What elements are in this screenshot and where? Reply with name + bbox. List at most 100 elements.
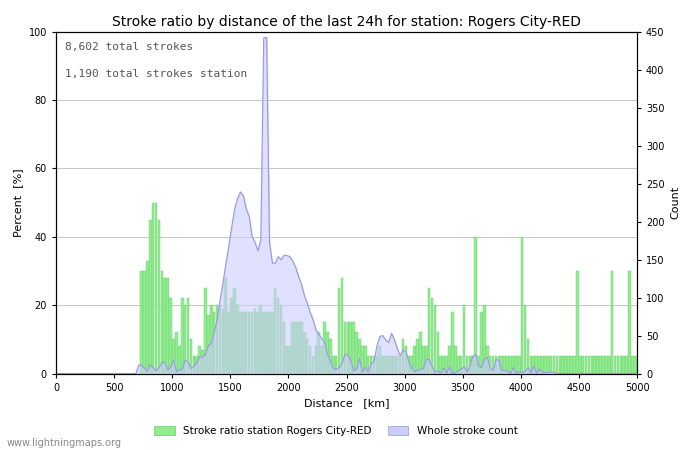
Bar (382, 356, 384, 374)
Bar (216, 305, 218, 374)
Bar (262, 312, 265, 374)
Bar (594, 356, 596, 374)
Bar (167, 278, 169, 373)
Bar (538, 356, 541, 374)
Bar (274, 288, 276, 374)
Bar (419, 333, 421, 374)
Bar (475, 237, 477, 374)
Bar (445, 356, 448, 374)
Bar (283, 322, 285, 374)
Bar (169, 298, 172, 374)
Bar (576, 271, 579, 374)
Bar (526, 339, 529, 374)
Text: www.lightningmaps.org: www.lightningmaps.org (7, 438, 122, 448)
Bar (144, 271, 146, 374)
Bar (228, 312, 230, 374)
Bar (372, 356, 375, 374)
Text: 1,190 total strokes station: 1,190 total strokes station (64, 69, 247, 79)
Bar (326, 333, 329, 374)
Bar (498, 356, 500, 374)
Bar (318, 333, 320, 374)
Bar (584, 356, 587, 374)
Bar (582, 356, 584, 374)
Bar (193, 356, 195, 374)
Bar (280, 305, 282, 374)
Bar (204, 288, 206, 374)
Bar (370, 356, 372, 374)
Bar (190, 339, 193, 374)
Bar (242, 312, 244, 374)
Bar (195, 356, 198, 374)
Bar (309, 346, 312, 374)
Bar (297, 322, 300, 374)
Bar (605, 356, 608, 374)
Bar (495, 356, 497, 374)
Bar (579, 356, 582, 374)
Bar (625, 356, 628, 374)
Bar (184, 305, 186, 374)
Bar (152, 202, 155, 374)
Title: Stroke ratio by distance of the last 24h for station: Rogers City-RED: Stroke ratio by distance of the last 24h… (112, 15, 581, 29)
Bar (222, 309, 224, 374)
X-axis label: Distance   [km]: Distance [km] (304, 398, 389, 408)
Bar (489, 356, 491, 374)
Bar (312, 356, 314, 374)
Bar (291, 322, 294, 374)
Bar (492, 356, 494, 374)
Bar (457, 356, 459, 374)
Bar (437, 333, 439, 374)
Bar (300, 322, 302, 374)
Bar (591, 356, 593, 374)
Bar (218, 305, 221, 374)
Bar (149, 220, 152, 374)
Bar (341, 278, 343, 373)
Bar (265, 312, 268, 374)
Bar (544, 356, 547, 374)
Bar (425, 346, 428, 374)
Bar (399, 356, 401, 374)
Bar (352, 322, 355, 374)
Bar (198, 346, 201, 374)
Bar (541, 356, 544, 374)
Bar (599, 356, 602, 374)
Bar (466, 356, 468, 374)
Bar (629, 271, 631, 374)
Bar (140, 271, 143, 374)
Bar (442, 356, 445, 374)
Bar (338, 288, 340, 374)
Bar (533, 356, 535, 374)
Bar (440, 356, 442, 374)
Bar (422, 346, 425, 374)
Bar (509, 356, 512, 374)
Bar (251, 312, 253, 374)
Y-axis label: Percent  [%]: Percent [%] (13, 168, 23, 237)
Bar (506, 356, 509, 374)
Bar (294, 322, 297, 374)
Bar (463, 305, 466, 374)
Bar (361, 346, 363, 374)
Bar (175, 333, 178, 374)
Bar (323, 322, 326, 374)
Y-axis label: Count: Count (670, 186, 680, 219)
Bar (460, 356, 463, 374)
Bar (248, 312, 251, 374)
Bar (384, 356, 387, 374)
Bar (500, 356, 503, 374)
Bar (518, 356, 521, 374)
Bar (448, 346, 451, 374)
Bar (596, 356, 599, 374)
Bar (225, 278, 227, 373)
Bar (233, 288, 236, 374)
Bar (434, 305, 436, 374)
Bar (451, 312, 454, 374)
Bar (364, 346, 367, 374)
Bar (617, 356, 620, 374)
Text: 8,602 total strokes: 8,602 total strokes (64, 42, 193, 52)
Bar (524, 305, 526, 374)
Bar (550, 356, 552, 374)
Bar (181, 298, 183, 374)
Bar (344, 322, 346, 374)
Bar (271, 312, 274, 374)
Bar (245, 312, 247, 374)
Bar (207, 315, 210, 374)
